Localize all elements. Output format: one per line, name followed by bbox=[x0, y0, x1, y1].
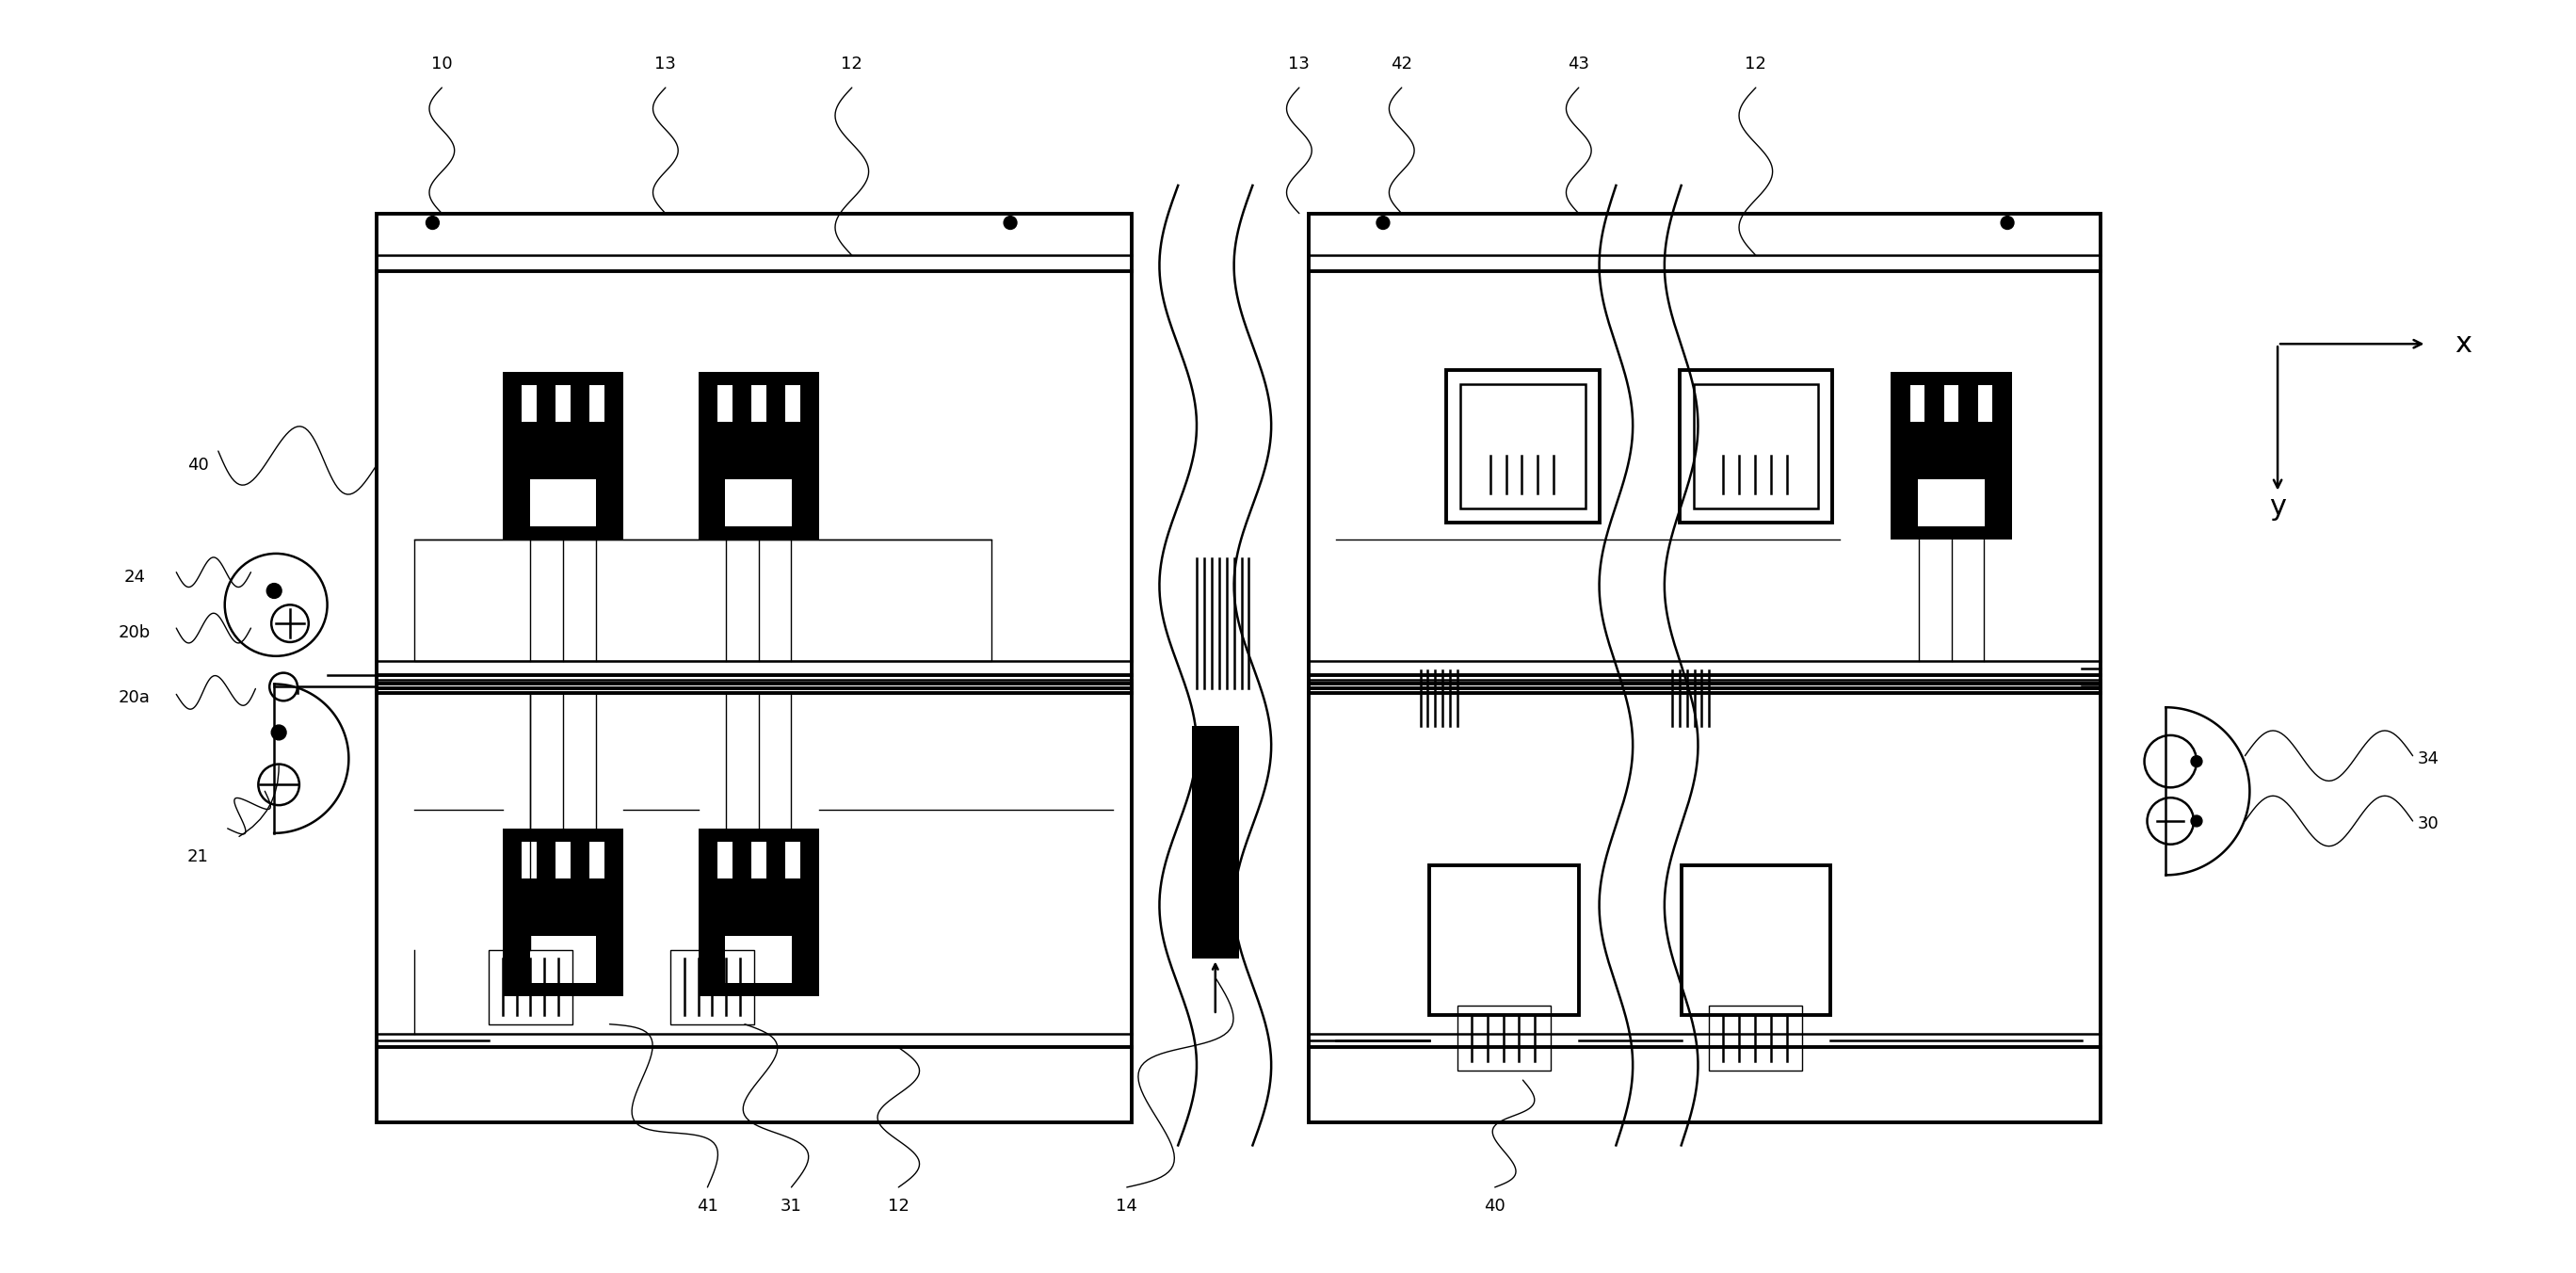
Text: 20a: 20a bbox=[118, 690, 149, 707]
Text: 14: 14 bbox=[1115, 1198, 1139, 1214]
Bar bbox=[502, 372, 623, 540]
Bar bbox=[376, 214, 1131, 689]
Text: 41: 41 bbox=[696, 1198, 719, 1214]
Text: 12: 12 bbox=[1744, 56, 1767, 73]
Bar bbox=[1911, 386, 1924, 423]
Bar bbox=[1309, 684, 2099, 1122]
Bar bbox=[698, 372, 819, 540]
Bar bbox=[376, 684, 1131, 1122]
Bar bbox=[531, 479, 595, 526]
Text: 34: 34 bbox=[2416, 750, 2439, 768]
Bar bbox=[556, 841, 569, 878]
Bar bbox=[556, 386, 569, 423]
Bar bbox=[1682, 866, 1832, 1015]
Bar bbox=[1680, 370, 1832, 523]
Bar bbox=[1430, 866, 1579, 1015]
Bar bbox=[726, 479, 791, 526]
Text: x: x bbox=[2455, 330, 2470, 358]
Bar bbox=[1309, 214, 2099, 689]
Bar bbox=[489, 950, 572, 1025]
Bar bbox=[1193, 726, 1239, 959]
Circle shape bbox=[268, 583, 281, 598]
Text: y: y bbox=[2269, 494, 2285, 521]
Bar bbox=[1919, 479, 1984, 526]
Bar bbox=[752, 386, 765, 423]
Text: 12: 12 bbox=[842, 56, 863, 73]
Bar bbox=[590, 386, 605, 423]
Text: 12: 12 bbox=[889, 1198, 909, 1214]
Bar bbox=[531, 936, 595, 983]
Bar bbox=[502, 829, 623, 997]
Circle shape bbox=[2192, 756, 2202, 766]
Circle shape bbox=[270, 726, 286, 740]
Bar bbox=[786, 841, 801, 878]
Bar bbox=[786, 386, 801, 423]
Bar bbox=[1710, 1006, 1803, 1071]
Bar bbox=[1461, 384, 1584, 509]
Bar bbox=[1978, 386, 1994, 423]
Bar bbox=[590, 841, 605, 878]
Bar bbox=[1891, 372, 2012, 540]
Bar bbox=[670, 950, 755, 1025]
Bar bbox=[719, 841, 732, 878]
Text: 20b: 20b bbox=[118, 624, 149, 642]
Text: 40: 40 bbox=[1484, 1198, 1504, 1214]
Text: 42: 42 bbox=[1391, 56, 1412, 73]
Bar bbox=[1945, 386, 1958, 423]
Text: 30: 30 bbox=[2416, 815, 2439, 833]
Circle shape bbox=[425, 216, 438, 229]
Circle shape bbox=[1376, 216, 1388, 229]
Circle shape bbox=[1005, 216, 1018, 229]
Text: 10: 10 bbox=[430, 56, 453, 73]
Text: 31: 31 bbox=[781, 1198, 801, 1214]
Text: 21: 21 bbox=[188, 848, 209, 864]
Text: 43: 43 bbox=[1569, 56, 1589, 73]
Circle shape bbox=[2192, 816, 2202, 826]
Bar bbox=[698, 829, 819, 997]
Bar bbox=[719, 386, 732, 423]
Bar bbox=[415, 540, 992, 661]
Bar bbox=[1692, 384, 1819, 509]
Text: 40: 40 bbox=[188, 457, 209, 474]
Bar bbox=[1445, 370, 1600, 523]
Circle shape bbox=[2002, 216, 2014, 229]
Bar bbox=[523, 841, 536, 878]
Bar bbox=[1458, 1006, 1551, 1071]
Bar bbox=[523, 386, 536, 423]
Bar bbox=[752, 841, 765, 878]
Text: 24: 24 bbox=[124, 568, 144, 586]
Text: 13: 13 bbox=[654, 56, 677, 73]
Bar bbox=[726, 936, 791, 983]
Text: 13: 13 bbox=[1288, 56, 1311, 73]
